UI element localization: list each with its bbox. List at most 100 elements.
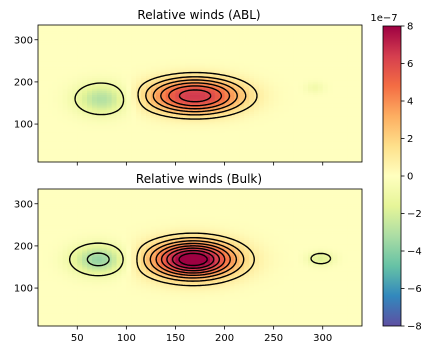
heatmap-cell [278,65,284,68]
heatmap-cell [106,27,113,30]
heatmap-cell [82,277,88,281]
heatmap-cell [38,65,44,68]
heatmap-cell [150,109,157,112]
heatmap-cell [72,149,78,152]
heatmap-cell [278,155,284,159]
heatmap-cell [317,39,324,43]
heatmap-cell [121,157,127,161]
heatmap-cell [47,132,54,135]
heatmap-cell [258,50,265,53]
heatmap-cell [150,75,157,79]
heatmap-cell [155,58,162,62]
heatmap-cell [47,193,54,196]
heatmap-cell [160,151,167,154]
heatmap-cell [67,220,73,224]
heatmap-cell [249,149,255,152]
heatmap-cell [92,128,98,131]
heatmap-cell [111,27,117,30]
heatmap-cell [77,300,83,304]
heatmap-cell [72,71,78,74]
heatmap-cell [82,262,88,266]
heatmap-cell [288,151,294,154]
heatmap-cell [101,31,108,34]
heatmap-cell [283,31,289,34]
heatmap-cell [57,300,63,304]
heatmap-cell [239,46,245,49]
heatmap-cell [244,25,250,28]
heatmap-cell [62,292,68,295]
heatmap-cell [312,33,319,36]
heatmap-cell [72,283,78,287]
heatmap-cell [82,279,88,283]
heatmap-cell [288,140,294,144]
heatmap-cell [106,43,113,47]
heatmap-cell [92,157,98,161]
heatmap-cell [254,119,260,123]
heatmap-cell [96,46,103,49]
heatmap-cell [121,77,127,81]
heatmap-cell [82,201,88,205]
heatmap-cell [268,56,275,60]
heatmap-cell [82,258,88,262]
heatmap-cell [357,54,363,58]
heatmap-cell [283,119,289,123]
heatmap-cell [180,100,186,104]
heatmap-cell [229,48,235,51]
heatmap-cell [293,136,299,140]
heatmap-cell [317,52,324,55]
heatmap-cell [357,52,363,55]
heatmap-cell [141,136,147,140]
heatmap-cell [38,323,44,327]
heatmap-cell [106,151,113,154]
heatmap-cell [268,138,275,142]
heatmap-cell [185,86,191,89]
heatmap-cell [214,102,221,106]
heatmap-cell [293,105,299,108]
heatmap-cell [244,43,250,47]
heatmap-cell [42,105,49,108]
heatmap-cell [317,54,324,58]
heatmap-cell [278,126,284,129]
heatmap-cell [224,46,230,49]
heatmap-cell [150,88,157,91]
heatmap-cell [303,155,309,159]
heatmap-cell [347,128,353,131]
heatmap-cell [62,100,68,104]
heatmap-cell [185,153,191,157]
heatmap-cell [175,117,181,121]
heatmap-cell [209,58,216,62]
heatmap-cell [322,94,329,98]
heatmap-cell [87,62,93,66]
heatmap-cell [160,111,167,114]
heatmap-cell [155,100,162,104]
heatmap-cell [57,222,63,226]
heatmap-cell [258,96,265,100]
heatmap-cell [57,296,63,299]
heatmap-cell [87,275,93,278]
heatmap-cell [77,252,83,255]
heatmap-cell [67,266,73,270]
heatmap-cell [92,113,98,117]
heatmap-cell [170,107,176,110]
heatmap-cell [52,197,59,200]
heatmap-cell [141,149,147,152]
heatmap-cell [293,50,299,53]
heatmap-cell [342,157,348,161]
heatmap-cell [293,151,299,154]
heatmap-cell [121,90,127,93]
heatmap-cell [229,132,235,135]
heatmap-cell [38,149,44,152]
heatmap-cell [160,46,167,49]
heatmap-cell [47,46,54,49]
heatmap-cell [57,102,63,106]
heatmap-cell [332,56,338,60]
heatmap-cell [57,136,63,140]
heatmap-cell [42,107,49,110]
heatmap-cell [190,140,196,144]
heatmap-cell [185,96,191,100]
heatmap-cell [131,52,137,55]
heatmap-cell [52,50,59,53]
heatmap-cell [273,134,279,138]
heatmap-cell [342,107,348,110]
heatmap-cell [185,102,191,106]
